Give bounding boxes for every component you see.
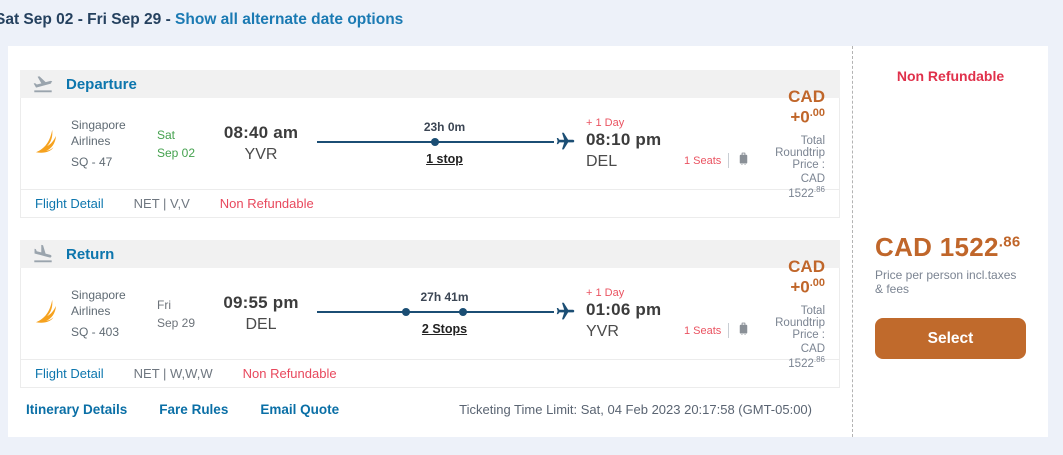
fare-basis-codes: NET | V,V bbox=[133, 196, 190, 211]
plane-icon bbox=[556, 302, 575, 319]
roundtrip-price-value: CAD 1522.86 bbox=[788, 172, 825, 200]
card-footer: Itinerary Details Fare Rules Email Quote… bbox=[20, 402, 840, 417]
origin-block: 09:55 pm DEL bbox=[211, 293, 311, 334]
total-price: CAD 1522.86 bbox=[875, 232, 1021, 262]
roundtrip-price-label: Total Roundtrip Price : bbox=[775, 134, 825, 171]
arrival-time: 01:06 pm bbox=[586, 299, 662, 319]
fare-basis-codes: NET | W,W,W bbox=[133, 366, 213, 381]
baggage-icon[interactable] bbox=[736, 320, 751, 342]
refundability-label: Non Refundable bbox=[242, 366, 337, 381]
total-price-block: CAD 1522.86 bbox=[875, 232, 1021, 263]
departure-section-header: Departure bbox=[20, 70, 840, 98]
arrival-time: 08:10 pm bbox=[586, 129, 662, 149]
selected-date-range: Sat Sep 02 - Fri Sep 29 - bbox=[0, 11, 176, 28]
return-day: Fri bbox=[157, 297, 171, 312]
flight-number: SQ - 47 bbox=[71, 155, 113, 170]
price-note: Price per person incl.taxes & fees bbox=[875, 268, 1017, 296]
flight-landing-icon bbox=[32, 243, 54, 265]
alternate-dates-bar: Sat Sep 02 - Fri Sep 29 - Show all alter… bbox=[0, 11, 403, 29]
destination-airport-code: DEL bbox=[586, 152, 618, 170]
plus-one-day-badge: + 1 Day bbox=[586, 286, 625, 299]
stops-link[interactable]: 1 stop bbox=[426, 151, 463, 166]
flight-duration: 23h 0m bbox=[423, 119, 466, 134]
departure-section-title: Departure bbox=[66, 75, 137, 93]
airline-logo bbox=[31, 293, 71, 334]
departure-flight-row: Singapore Airlines SQ - 47 Sat Sep 02 08… bbox=[20, 87, 840, 200]
origin-airport-code: YVR bbox=[244, 146, 278, 163]
departure-time: 09:55 pm bbox=[223, 293, 299, 312]
seats-baggage-block: 1 Seats bbox=[684, 320, 762, 342]
fare-rules-link[interactable]: Fare Rules bbox=[159, 402, 229, 417]
flight-path-line bbox=[317, 302, 575, 319]
destination-block: + 1 Day 01:06 pm YVR bbox=[586, 287, 684, 341]
stops-link[interactable]: 2 Stops bbox=[421, 321, 468, 336]
fare-price-block: CAD +0.00 Total Roundtrip Price : CAD 15… bbox=[762, 257, 829, 369]
itinerary-details-link[interactable]: Itinerary Details bbox=[26, 402, 128, 417]
stop-dot bbox=[430, 137, 439, 146]
return-section-header: Return bbox=[20, 240, 840, 268]
stop-dot bbox=[459, 307, 468, 316]
departure-time: 08:40 am bbox=[223, 123, 299, 142]
roundtrip-price-label: Total Roundtrip Price : bbox=[775, 304, 825, 341]
flight-path-graphic: 23h 0m 1 stop bbox=[317, 119, 575, 168]
flight-detail-link[interactable]: Flight Detail bbox=[35, 196, 104, 211]
divider bbox=[728, 153, 730, 168]
seats-baggage-block: 1 Seats bbox=[684, 150, 762, 172]
baggage-icon[interactable] bbox=[736, 150, 751, 172]
departure-date: Sat Sep 02 bbox=[157, 126, 211, 162]
departure-detail-strip: Flight Detail NET | V,V Non Refundable bbox=[20, 190, 840, 218]
destination-airport-code: YVR bbox=[586, 322, 619, 340]
refund-status-badge: Non Refundable bbox=[896, 68, 1005, 84]
origin-airport-code: DEL bbox=[245, 316, 277, 333]
select-button[interactable]: Select bbox=[875, 318, 1026, 359]
return-date: Fri Sep 29 bbox=[157, 296, 211, 332]
return-date-value: Sep 29 bbox=[157, 315, 196, 330]
plane-icon bbox=[556, 132, 575, 149]
divider bbox=[728, 323, 730, 338]
flight-duration: 27h 41m bbox=[420, 289, 469, 304]
return-section-title: Return bbox=[66, 245, 115, 263]
flight-path-graphic: 27h 41m 2 Stops bbox=[317, 289, 575, 338]
airline-name: Singapore Airlines bbox=[71, 287, 126, 318]
airline-info: Singapore Airlines SQ - 403 bbox=[71, 287, 157, 341]
flight-result-card: Departure Singapore Airlines SQ - 47 Sat… bbox=[8, 46, 1048, 437]
email-quote-link[interactable]: Email Quote bbox=[260, 402, 340, 417]
flight-detail-link[interactable]: Flight Detail bbox=[35, 366, 104, 381]
origin-block: 08:40 am YVR bbox=[211, 123, 311, 164]
show-alternate-dates-link[interactable]: Show all alternate date options bbox=[175, 11, 404, 28]
flight-path-line bbox=[317, 132, 575, 149]
departure-date-value: Sep 02 bbox=[157, 145, 196, 160]
refundability-label: Non Refundable bbox=[219, 196, 314, 211]
price-summary-panel: Non Refundable CAD 1522.86 Price per per… bbox=[852, 46, 1048, 437]
ticketing-time-limit: Ticketing Time Limit: Sat, 04 Feb 2023 2… bbox=[459, 402, 812, 417]
airline-name: Singapore Airlines bbox=[71, 117, 126, 148]
return-flight-row: Singapore Airlines SQ - 403 Fri Sep 29 0… bbox=[20, 257, 840, 370]
flight-details-area: Departure Singapore Airlines SQ - 47 Sat… bbox=[8, 46, 852, 437]
departure-day: Sat bbox=[157, 127, 176, 142]
airline-logo bbox=[31, 123, 71, 164]
seats-remaining: 1 Seats bbox=[684, 324, 722, 337]
airline-info: Singapore Airlines SQ - 47 bbox=[71, 117, 157, 171]
seats-remaining: 1 Seats bbox=[684, 154, 722, 167]
flight-takeoff-icon bbox=[32, 73, 54, 95]
plus-one-day-badge: + 1 Day bbox=[586, 116, 625, 129]
fare-delta: CAD +0.00 bbox=[788, 87, 825, 127]
fare-delta: CAD +0.00 bbox=[788, 257, 825, 297]
fare-price-block: CAD +0.00 Total Roundtrip Price : CAD 15… bbox=[762, 87, 829, 199]
destination-block: + 1 Day 08:10 pm DEL bbox=[586, 117, 684, 171]
roundtrip-price-value: CAD 1522.86 bbox=[788, 342, 825, 370]
return-detail-strip: Flight Detail NET | W,W,W Non Refundable bbox=[20, 360, 840, 388]
flight-number: SQ - 403 bbox=[71, 325, 120, 340]
stop-dot bbox=[402, 307, 411, 316]
